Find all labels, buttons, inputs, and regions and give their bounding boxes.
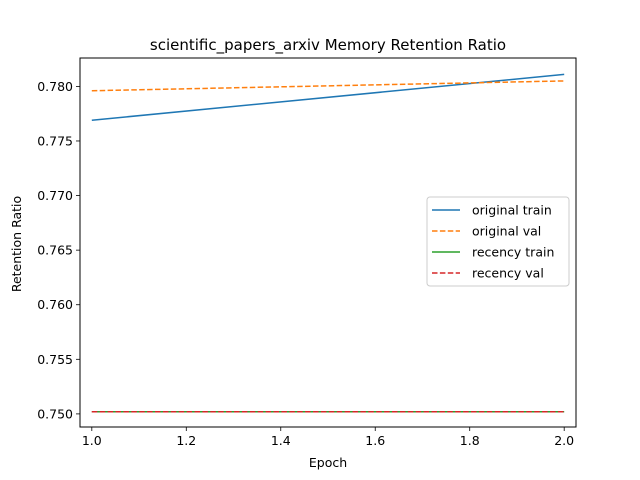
x-tick-label: 1.6 bbox=[365, 433, 385, 448]
x-axis-label: Epoch bbox=[309, 455, 347, 470]
y-tick-label: 0.765 bbox=[37, 243, 73, 258]
series-line-0 bbox=[91, 73, 565, 121]
x-axis: 1.0 1.2 1.4 1.6 1.8 2.0 bbox=[82, 427, 574, 448]
x-tick-label: 1.0 bbox=[82, 433, 102, 448]
y-tick-label: 0.780 bbox=[37, 79, 73, 94]
y-tick-label: 0.750 bbox=[37, 406, 73, 421]
x-tick-label: 1.8 bbox=[460, 433, 480, 448]
x-tick-label: 1.4 bbox=[271, 433, 291, 448]
chart-title: scientific_papers_arxiv Memory Retention… bbox=[150, 36, 506, 55]
y-tick-label: 0.760 bbox=[37, 297, 73, 312]
legend-label: recency val bbox=[472, 266, 544, 281]
legend-label: recency train bbox=[472, 245, 554, 260]
series-lines bbox=[91, 73, 565, 413]
legend-label: original train bbox=[472, 203, 552, 218]
y-axis-label: Retention Ratio bbox=[9, 196, 24, 292]
x-tick-label: 2.0 bbox=[554, 433, 574, 448]
axes-frame bbox=[79, 57, 577, 428]
legend: original train original val recency train r… bbox=[426, 196, 570, 287]
legend-box bbox=[426, 196, 570, 287]
legend-label: original val bbox=[472, 224, 541, 239]
x-tick-label: 1.2 bbox=[176, 433, 196, 448]
y-tick-label: 0.755 bbox=[37, 352, 73, 367]
y-tick-label: 0.770 bbox=[37, 188, 73, 203]
y-axis: 0.750 0.755 0.760 0.765 0.770 0.775 0.780 bbox=[37, 79, 80, 421]
y-tick-label: 0.775 bbox=[37, 133, 73, 148]
